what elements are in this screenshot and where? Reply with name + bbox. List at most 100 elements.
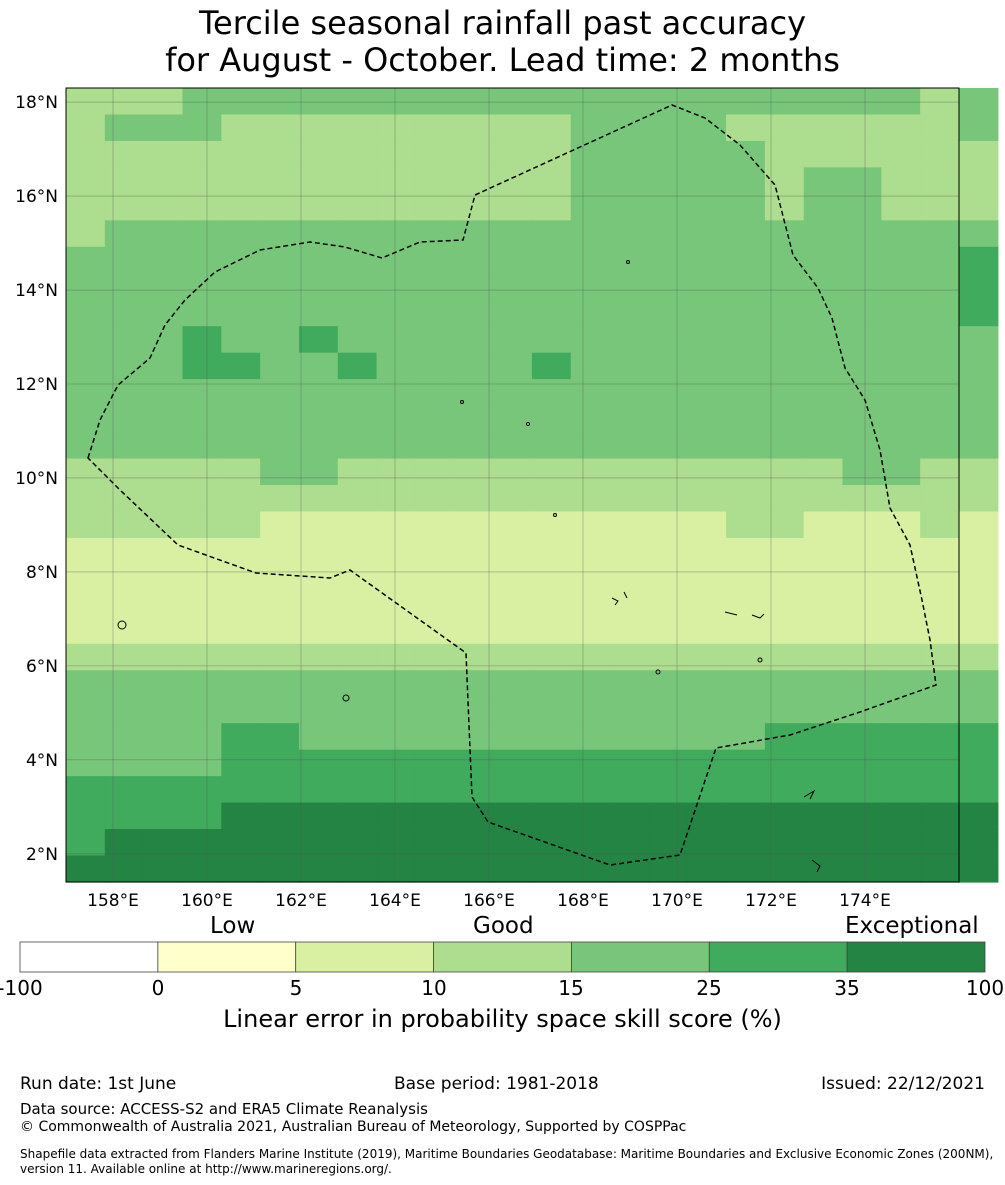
grid-cell — [920, 802, 960, 830]
grid-cell — [531, 88, 572, 116]
grid-cell — [959, 193, 999, 221]
grid-cell — [143, 167, 184, 195]
grid-cell — [881, 405, 921, 433]
grid-cell — [493, 537, 533, 565]
longitude-label: 158°E — [87, 891, 139, 911]
grid-cell — [531, 246, 572, 274]
grid-cell — [143, 352, 184, 380]
grid-cell — [260, 776, 300, 804]
grid-cell — [493, 511, 533, 539]
grid-cell — [376, 670, 417, 698]
grid-cell — [726, 643, 766, 671]
grid-cell — [298, 458, 339, 486]
grid-cell — [842, 776, 882, 804]
grid-cell — [415, 749, 455, 777]
grid-cell — [959, 167, 999, 195]
grid-cell — [143, 405, 184, 433]
grid-cell — [764, 88, 805, 116]
grid-cell — [104, 723, 145, 751]
grid-cell — [454, 617, 494, 645]
grid-cell — [143, 617, 184, 645]
grid-cell — [376, 299, 417, 327]
grid-cell — [648, 140, 688, 168]
grid-cell — [493, 352, 533, 380]
grid-cell — [920, 405, 960, 433]
grid-cell — [842, 511, 882, 539]
grid-cell — [648, 590, 688, 618]
grid-cell — [726, 776, 766, 804]
grid-cell — [454, 537, 494, 565]
grid-cell — [959, 140, 999, 168]
grid-cell — [920, 670, 960, 698]
grid-cell — [376, 379, 417, 407]
grid-cell — [376, 326, 417, 354]
grid-cell — [493, 749, 533, 777]
grid-cell — [221, 114, 261, 142]
grid-cell — [182, 299, 222, 327]
colorbar-tick: 35 — [834, 976, 860, 1000]
grid-cell — [66, 167, 106, 195]
grid-cell — [143, 246, 184, 274]
colorbar-segment — [157, 941, 297, 973]
grid-cell — [570, 405, 611, 433]
island — [342, 694, 350, 702]
grid-cell — [221, 220, 261, 248]
grid-cell — [609, 643, 649, 671]
grid-cell — [221, 485, 261, 513]
longitude-label: 166°E — [463, 891, 515, 911]
grid-cell — [726, 326, 766, 354]
grid-cell — [570, 802, 611, 830]
grid-cell — [337, 140, 378, 168]
grid-cell — [920, 352, 960, 380]
grid-cell — [881, 643, 921, 671]
grid-cell — [881, 114, 921, 142]
grid-cell — [842, 432, 882, 460]
grid-cell — [66, 670, 106, 698]
grid-cell — [493, 140, 533, 168]
grid-cell — [415, 140, 455, 168]
grid-cell — [182, 114, 222, 142]
grid-cell — [221, 696, 261, 724]
grid-cell — [454, 352, 494, 380]
grid-cell — [842, 749, 882, 777]
grid-cell — [764, 458, 805, 486]
grid-cell — [221, 511, 261, 539]
grid-cell — [570, 617, 611, 645]
grid-cell — [260, 855, 300, 883]
grid-cell — [531, 643, 572, 671]
grid-cell — [66, 776, 106, 804]
grid-cell — [143, 802, 184, 830]
grid-cell — [298, 696, 339, 724]
grid-cell — [842, 723, 882, 751]
grid-cell — [260, 458, 300, 486]
grid-cell — [182, 643, 222, 671]
grid-cell — [66, 114, 106, 142]
grid-cell — [764, 511, 805, 539]
grid-cell — [687, 643, 727, 671]
grid-cell — [531, 855, 572, 883]
grid-cell — [959, 88, 999, 116]
grid-cell — [376, 485, 417, 513]
grid-cell — [531, 326, 572, 354]
grid-cell — [726, 220, 766, 248]
grid-cell — [143, 564, 184, 592]
grid-cell — [415, 590, 455, 618]
grid-cell — [842, 273, 882, 301]
grid-cell — [104, 511, 145, 539]
grid-cell — [959, 590, 999, 618]
grid-cell — [920, 140, 960, 168]
grid-cell — [66, 802, 106, 830]
grid-cell — [298, 352, 339, 380]
grid-cell — [920, 299, 960, 327]
grid-cell — [842, 246, 882, 274]
grid-cell — [764, 485, 805, 513]
grid-cell — [687, 246, 727, 274]
grid-cell — [531, 749, 572, 777]
grid-cell — [687, 379, 727, 407]
grid-cell — [298, 114, 339, 142]
grid-cell — [221, 670, 261, 698]
grid-cell — [687, 511, 727, 539]
grid-cell — [104, 220, 145, 248]
grid-cell — [881, 537, 921, 565]
grid-cell — [493, 432, 533, 460]
